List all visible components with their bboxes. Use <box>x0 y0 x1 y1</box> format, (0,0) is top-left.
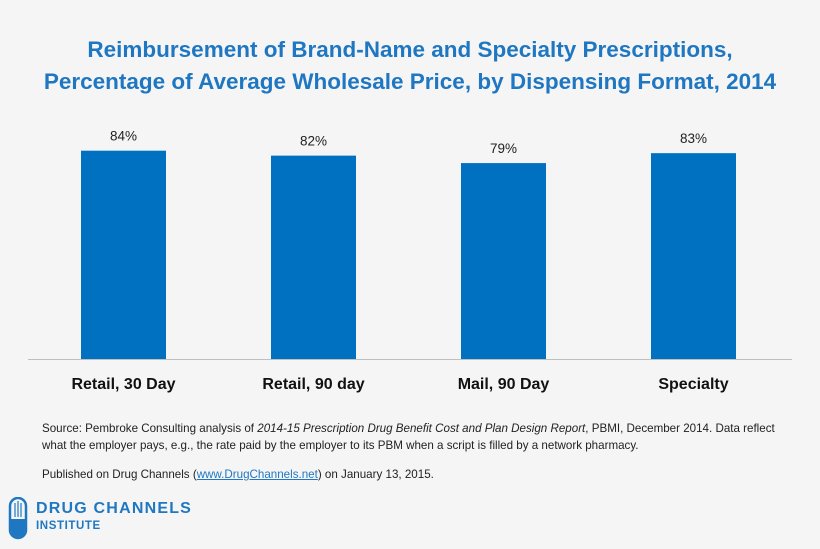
data-label-4: 83% <box>680 131 707 146</box>
published-suffix: ) on January 13, 2015. <box>317 468 434 481</box>
bar-3 <box>461 163 546 359</box>
chart-title: Reimbursement of Brand-Name and Specialt… <box>0 34 820 98</box>
source-prefix: Source: Pembroke Consulting analysis of <box>42 422 258 435</box>
category-label-4: Specialty <box>658 376 728 393</box>
published-note: Published on Drug Channels (www.DrugChan… <box>42 466 802 483</box>
category-label-3: Mail, 90 Day <box>458 376 550 393</box>
bar-2 <box>271 155 356 359</box>
bar-4 <box>651 153 736 359</box>
title-line-2: Percentage of Average Wholesale Price, b… <box>43 69 777 94</box>
logo-subtitle: INSTITUTE <box>36 520 101 532</box>
source-suffix: , PBMI, December 2014. Data reflect what… <box>42 422 775 452</box>
drugchannels-link[interactable]: www.DrugChannels.net <box>196 468 318 481</box>
title-line-1: Reimbursement of Brand-Name and Specialt… <box>87 37 733 62</box>
source-note: Source: Pembroke Consulting analysis of … <box>42 420 802 454</box>
logo-title: DRUG CHANNELS <box>36 500 193 517</box>
bar-1 <box>81 150 166 359</box>
data-label-1: 84% <box>110 129 137 144</box>
category-label-1: Retail, 30 Day <box>71 376 175 393</box>
source-report-title: 2014-15 Prescription Drug Benefit Cost a… <box>257 422 586 435</box>
capsule-icon <box>8 497 28 540</box>
data-label-2: 82% <box>300 134 327 149</box>
bar-chart: 84% Retail, 30 Day 82% Retail, 90 day 79% Mai… <box>28 129 792 393</box>
data-label-3: 79% <box>490 141 517 156</box>
published-prefix: Published on Drug Channels ( <box>42 468 197 481</box>
category-label-2: Retail, 90 day <box>262 376 364 393</box>
